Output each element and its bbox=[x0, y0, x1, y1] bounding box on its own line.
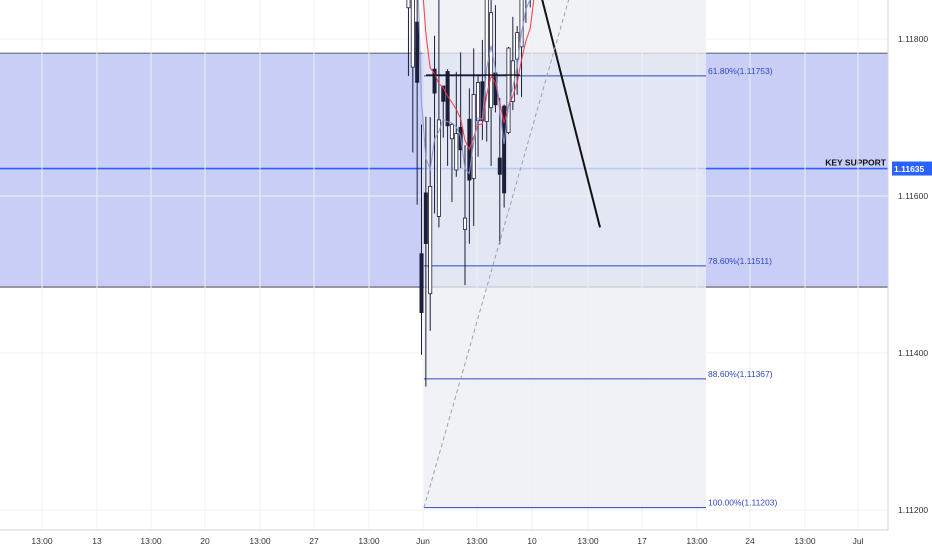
fib-right-label: 88.60%(1.11367) bbox=[708, 369, 773, 379]
candle-body bbox=[454, 133, 459, 171]
price-axis[interactable]: 1.144001.142001.140001.138001.136001.134… bbox=[0, 0, 932, 530]
candle-body bbox=[476, 82, 481, 122]
fib-right-box bbox=[424, 0, 706, 508]
candle-body bbox=[497, 157, 502, 175]
drawings-layer[interactable] bbox=[0, 0, 714, 508]
zone-price-badge-label: 1.11635 bbox=[894, 164, 925, 174]
candle-body bbox=[489, 12, 494, 109]
price-tick-label: 1.11600 bbox=[898, 191, 928, 201]
grid-layer bbox=[0, 0, 888, 530]
candle-body bbox=[502, 105, 507, 194]
time-tick-label: 13:00 bbox=[466, 536, 488, 546]
candle-body bbox=[436, 119, 441, 217]
candle-body bbox=[415, 21, 420, 83]
zone-price-badge bbox=[892, 161, 932, 176]
time-tick-label: 13:00 bbox=[140, 536, 162, 546]
time-tick-label: 13:00 bbox=[358, 536, 380, 546]
time-tick-label: Jun bbox=[416, 536, 430, 546]
zone-label: KEY SUPPORT bbox=[825, 158, 887, 168]
time-tick-label: 13 bbox=[92, 536, 102, 546]
candle-body bbox=[462, 217, 467, 230]
time-tick-label: 27 bbox=[309, 536, 319, 546]
time-tick-label: 13:00 bbox=[577, 536, 599, 546]
fib-right-label: 61.80%(1.11753) bbox=[708, 66, 773, 76]
candle-body bbox=[423, 192, 428, 244]
candle-body bbox=[519, 0, 524, 48]
fib-boxes-layer bbox=[424, 0, 706, 508]
price-tick-label: 1.11200 bbox=[898, 505, 928, 515]
time-tick-label: Jul bbox=[853, 536, 864, 546]
candle-body bbox=[432, 68, 437, 94]
price-tick-label: 1.11800 bbox=[898, 34, 928, 44]
candle-body bbox=[406, 0, 411, 9]
fib-lines-layer bbox=[424, 75, 706, 509]
candle-body bbox=[410, 0, 415, 68]
time-tick-label: 10 bbox=[527, 536, 537, 546]
fib-right-label: 78.60%(1.11511) bbox=[708, 256, 772, 266]
candle-body bbox=[449, 124, 454, 140]
time-tick-label: 20 bbox=[200, 536, 210, 546]
time-axis[interactable]: 13:00 13 13:00 20 13:00 27 13:00 Jun 13:00 10 13:0… bbox=[0, 529, 932, 550]
candles-layer bbox=[406, 0, 531, 387]
fib-labels-layer: 78.60%(1.14501)61.80%(1.14293)50.00%(1.1… bbox=[708, 66, 777, 508]
time-axis-bg bbox=[0, 530, 932, 550]
time-tick-label: 17 bbox=[637, 536, 647, 546]
time-tick-label: 24 bbox=[745, 536, 755, 546]
candle-body bbox=[419, 253, 424, 313]
time-tick-label: 13:00 bbox=[31, 536, 53, 546]
candle-body bbox=[441, 85, 446, 102]
time-tick-label: 13:00 bbox=[794, 536, 816, 546]
time-tick-label: 13:00 bbox=[686, 536, 708, 546]
dashed-trend-line[interactable] bbox=[423, 0, 705, 508]
candle-body bbox=[515, 32, 520, 60]
candle-body bbox=[506, 47, 511, 133]
time-tick-label: 13:00 bbox=[249, 536, 271, 546]
candle-body bbox=[428, 186, 433, 295]
candle-body bbox=[484, 0, 489, 122]
fib-right-label: 100.00%(1.11203) bbox=[708, 498, 777, 508]
price-axis-bg bbox=[888, 0, 932, 530]
price-tick-label: 1.11400 bbox=[898, 348, 928, 358]
